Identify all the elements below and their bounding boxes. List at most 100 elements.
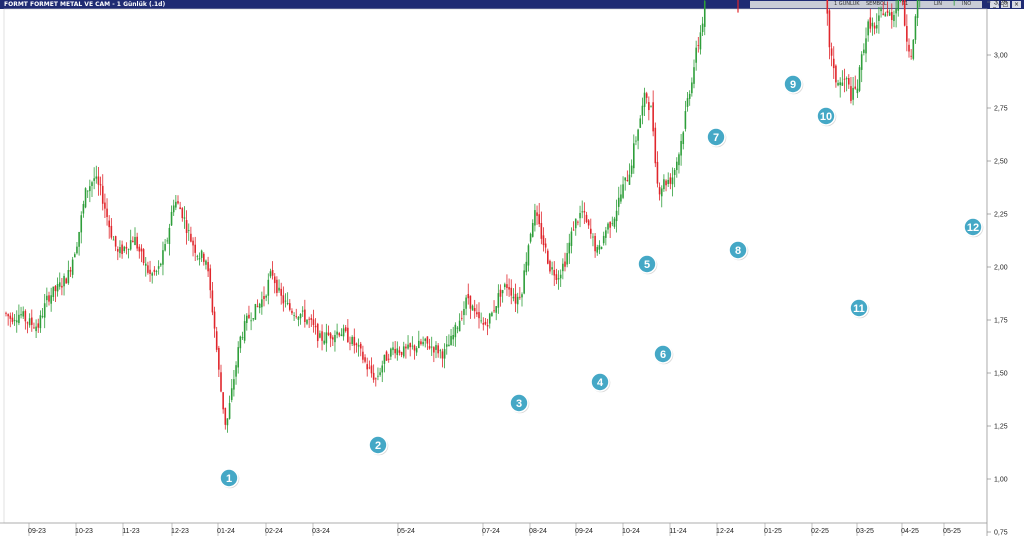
candle (886, 1, 889, 17)
toolbar-item-period[interactable]: 1 GÜNLÜK (834, 1, 860, 7)
candle-body (129, 240, 132, 250)
candle (869, 8, 872, 33)
candle-body (84, 188, 87, 208)
candle (688, 90, 691, 106)
candle-body (531, 223, 534, 237)
candle (544, 238, 547, 254)
toolbar-item-symbol[interactable]: SEMBOL (866, 1, 887, 7)
candle-body (138, 246, 141, 252)
y-tick-label: 0,75 (994, 530, 1008, 536)
candle-body (435, 345, 437, 350)
candle-body (437, 345, 439, 354)
candle-body (366, 364, 368, 370)
candle-body (286, 302, 289, 304)
candle (458, 313, 461, 332)
candle (400, 351, 403, 358)
maximize-button[interactable]: □ (1001, 1, 1010, 8)
candle (630, 159, 633, 178)
candle-body (635, 140, 637, 142)
candle-body (357, 345, 360, 347)
x-tick-label: 11-24 (669, 528, 686, 535)
candle (344, 325, 347, 333)
candle-body (168, 227, 171, 245)
candle-body (9, 315, 12, 319)
candle (510, 279, 513, 305)
candle-body (151, 273, 153, 276)
candle (501, 289, 504, 303)
candle-body (609, 221, 611, 228)
candle-body (278, 287, 280, 291)
candle-body (181, 208, 184, 219)
candle-body (5, 312, 7, 314)
candle (54, 285, 57, 302)
candlestick-series (5, 0, 957, 433)
candle-body (284, 300, 287, 302)
candle-body (906, 26, 908, 42)
candle-body (473, 308, 476, 312)
candle-body (91, 182, 93, 186)
candle (151, 271, 153, 284)
candle (52, 286, 55, 301)
candle (67, 260, 70, 285)
candle (293, 312, 295, 322)
minimize-button[interactable]: _ (990, 1, 999, 8)
candle (912, 38, 915, 61)
toolbar-item-ino[interactable]: INO (962, 1, 972, 7)
candle (848, 74, 850, 89)
candle (439, 348, 442, 359)
candle (617, 186, 620, 216)
candle-body (209, 268, 212, 291)
candle (433, 346, 435, 363)
candle-body (222, 392, 224, 410)
candle (407, 335, 409, 350)
candle-body (486, 325, 489, 327)
candle-body (136, 236, 138, 249)
close-button[interactable]: × (1012, 1, 1021, 8)
candle-body (400, 351, 403, 355)
candle-body (542, 235, 545, 246)
marker-circle (849, 298, 869, 318)
toolbar-item-lin[interactable]: LIN (934, 1, 943, 7)
candle-body (86, 190, 89, 192)
candle-body (336, 331, 338, 335)
candle-body (215, 331, 218, 350)
candle (74, 252, 76, 258)
candle (215, 326, 218, 353)
candle (478, 302, 480, 329)
candle-body (187, 230, 190, 231)
candle-body (162, 250, 164, 265)
candle (241, 331, 244, 340)
candle-body (271, 269, 274, 276)
candle-body (441, 351, 444, 359)
x-tick-label: 03-24 (312, 528, 330, 535)
candle-body (235, 365, 237, 377)
candle (381, 360, 384, 383)
candle-body (525, 261, 528, 273)
candle (24, 309, 27, 330)
candle-body (71, 259, 74, 275)
marker-label: 2 (375, 440, 381, 452)
candle-body (293, 315, 295, 316)
candle-body (850, 86, 852, 101)
candle (183, 206, 186, 229)
candle (680, 133, 682, 166)
candle-body (566, 253, 568, 265)
candle-body (841, 82, 844, 86)
candle (542, 227, 545, 252)
candle-body (626, 180, 629, 181)
candle-body (499, 289, 502, 297)
candle (89, 179, 91, 203)
candle (190, 226, 192, 243)
marker-label: 8 (735, 245, 741, 257)
candle-body (121, 244, 123, 255)
candle (422, 336, 424, 347)
candle-body (80, 215, 83, 233)
candle (114, 235, 117, 252)
marker-circle (368, 435, 388, 455)
candle-body (598, 245, 601, 250)
candle (665, 179, 667, 192)
candle (684, 100, 687, 132)
candle (224, 407, 227, 430)
candle (246, 313, 248, 331)
